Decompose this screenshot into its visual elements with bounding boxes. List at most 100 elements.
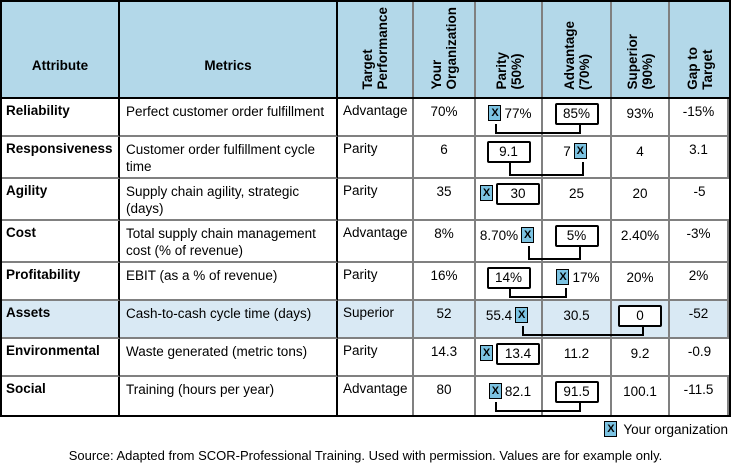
your-organization-cell: 6 [414,137,476,179]
your-organization-cell: 70% [414,99,476,137]
benchmark-value: 9.2 [630,346,650,361]
your-org-marker-icon: X [488,383,502,399]
target-level-box: 91.5 [554,381,599,403]
benchmark-value: 30.5 [563,308,590,323]
target-level-box: 13.4 [496,343,540,365]
benchmark-value: 55.4 [485,308,513,323]
your-org-marker-icon: X [573,143,587,159]
superior-cell: 20 [612,179,670,221]
header-parity-label: Parity (50%) [493,52,524,90]
attribute-cell: Profitability [2,263,120,301]
header-advantage-label: Advantage (70%) [561,20,592,90]
target-level-box: 9.1 [486,141,531,163]
metric-cell: Cash-to-cash cycle time (days) [120,301,338,339]
your-organization-cell: 52 [414,301,476,339]
your-org-marker-icon: X [556,269,570,285]
header-attribute: Attribute [2,2,120,97]
benchmark-value: 2.40% [620,228,660,243]
metric-cell: Customer order fulfillment cycle time [120,137,338,179]
your-organization-cell: 14.3 [414,339,476,377]
table-row-agility: Agility Supply chain agility, strategic … [2,179,729,221]
header-gap-to-target-label: Gap to Target [684,47,715,90]
your-org-marker-icon: X [480,185,493,201]
attribute-cell: Environmental [2,339,120,377]
target-performance-cell: Parity [338,179,414,221]
advantage-cell: 25 [543,179,612,221]
advantage-cell: 91.5 [543,377,612,415]
superior-cell: 93% [612,99,670,137]
metric-cell: Perfect customer order fulfillment [120,99,338,137]
benchmark-value: 93% [626,106,654,121]
target-performance-cell: Parity [338,263,414,301]
metric-cell: Training (hours per year) [120,377,338,415]
superior-cell: 9.2 [612,339,670,377]
target-performance-cell: Advantage [338,99,414,137]
header-superior-label: Superior (90%) [625,34,655,90]
your-org-marker-icon: X [521,227,535,243]
benchmark-value: 77% [504,106,532,121]
your-organization-cell: 8% [414,221,476,263]
your-org-marker-icon: X [515,307,529,323]
target-performance-cell: Advantage [338,221,414,263]
benchmark-value: 4 [636,144,644,159]
target-level-box: 85% [554,103,599,125]
benchmark-value: 25 [568,186,585,201]
header-target-performance-label: Target Performance [360,7,390,90]
metric-cell: EBIT (as a % of revenue) [120,263,338,301]
benchmark-value: 11.2 [563,346,590,361]
attribute-cell: Reliability [2,99,120,137]
benchmark-value: 100.1 [623,384,657,399]
header-metrics: Metrics [120,2,338,97]
header-target-performance: Target Performance [338,2,414,97]
gap-to-target-cell: -15% [670,99,729,137]
your-org-marker-icon: X [604,421,618,437]
superior-cell: 4 [612,137,670,179]
your-org-marker-icon: X [480,345,493,361]
gap-to-target-cell: -5 [670,179,729,221]
attribute-cell: Cost [2,221,120,263]
benchmark-value: 8.70% [479,228,519,243]
attribute-cell: Responsiveness [2,137,120,179]
metric-cell: Waste generated (metric tons) [120,339,338,377]
parity-cell: X 30 [476,179,543,221]
benchmark-value: 20 [632,186,648,201]
target-performance-cell: Advantage [338,377,414,415]
gap-to-target-cell: -11.5 [670,377,729,415]
advantage-cell: 5% [543,221,612,263]
your-organization-cell: 16% [414,263,476,301]
parity-cell: 8.70% X [476,221,543,263]
gap-to-target-cell: 3.1 [670,137,729,179]
table-row-reliability: Reliability Perfect customer order fulfi… [2,99,729,137]
parity-cell: X 77% [476,99,543,137]
header-parity: Parity (50%) [476,2,543,97]
attribute-cell: Agility [2,179,120,221]
header-superior: Superior (90%) [612,2,670,97]
benchmark-value: 20% [626,270,654,285]
target-performance-cell: Superior [338,301,414,339]
advantage-cell: 30.5 [543,301,612,339]
superior-cell: 100.1 [612,377,670,415]
header-gap-to-target: Gap to Target [670,2,729,97]
table-row-environmental: Environmental Waste generated (metric to… [2,339,729,377]
your-organization-cell: 35 [414,179,476,221]
gap-to-target-cell: 2% [670,263,729,301]
your-organization-cell: 80 [414,377,476,415]
header-your-organization-label: Your Organization [429,7,459,90]
advantage-cell: X 17% [543,263,612,301]
header-advantage: Advantage (70%) [543,2,612,97]
benchmark-table: Attribute Metrics Target Performance You… [0,0,731,417]
benchmark-value: 17% [572,270,600,285]
benchmark-value: 7 [563,144,571,159]
parity-cell: 9.1 [476,137,543,179]
superior-cell: 2.40% [612,221,670,263]
gap-to-target-cell: -52 [670,301,729,339]
table-header-row: Attribute Metrics Target Performance You… [2,2,729,99]
legend: X Your organization [0,417,731,441]
superior-cell: 0 [612,301,670,339]
metric-cell: Total supply chain management cost (% of… [120,221,338,263]
table-row-assets: Assets Cash-to-cash cycle time (days) Su… [2,301,729,339]
table-row-social: Social Training (hours per year) Advanta… [2,377,729,415]
target-level-box: 5% [554,225,599,247]
gap-to-target-cell: -3% [670,221,729,263]
